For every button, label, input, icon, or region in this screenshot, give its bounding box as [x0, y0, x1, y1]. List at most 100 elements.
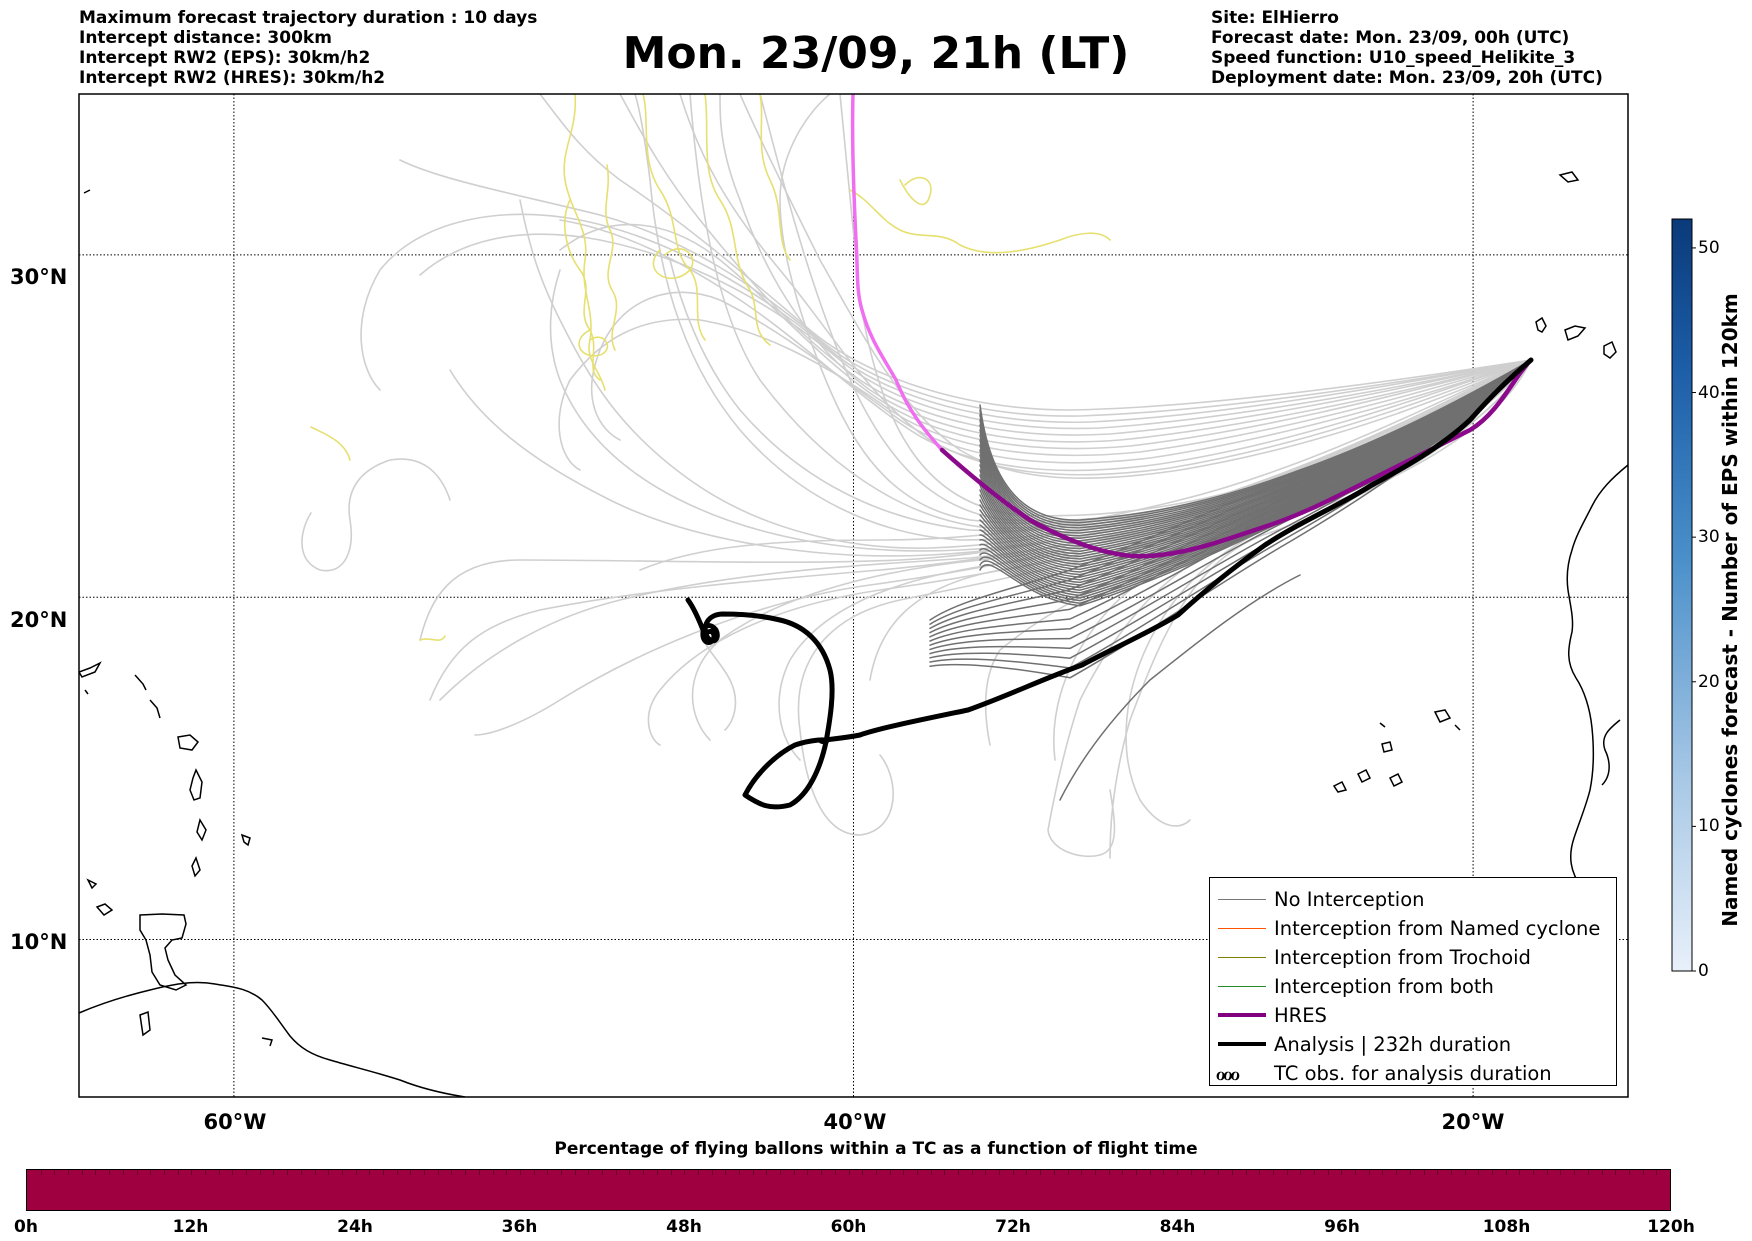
- flight-time-minor-tick: [1149, 1170, 1151, 1175]
- hres-track-early: [850, 94, 944, 452]
- coastline-africa: [1566, 464, 1628, 889]
- flight-time-minor-tick: [1533, 1170, 1535, 1175]
- coastline-antilles-a: [79, 661, 102, 678]
- header-left-line: Maximum forecast trajectory duration : 1…: [79, 8, 538, 28]
- coastline-capeverde-f: [1332, 780, 1348, 793]
- flight-time-minor-tick: [177, 1170, 179, 1175]
- flight-time-minor-tick: [369, 1170, 371, 1175]
- flight-time-minor-tick: [821, 1170, 823, 1175]
- flight-time-minor-tick: [602, 1170, 604, 1175]
- colorbar-tick-label: 30: [1698, 527, 1720, 548]
- eps-track: [979, 359, 1532, 576]
- flight-time-minor-tick: [1437, 1170, 1439, 1175]
- flight-time-minor-tick: [903, 1170, 905, 1175]
- coastline-capeverde-d: [1356, 768, 1372, 784]
- colorbar: [1671, 218, 1693, 972]
- flight-time-minor-tick: [437, 1170, 439, 1175]
- lat-label: 10°N: [10, 930, 67, 954]
- coastline-canary-c: [1603, 340, 1617, 359]
- flight-time-minor-tick: [1423, 1170, 1425, 1175]
- eps-track: [360, 213, 1532, 424]
- flight-time-minor-tick: [465, 1170, 467, 1175]
- coastline-antilles-c: [189, 768, 203, 801]
- coastline-antilles-e: [191, 856, 201, 878]
- flight-time-minor-tick: [1190, 1170, 1192, 1175]
- flight-time-minor-tick: [944, 1170, 946, 1175]
- flight-time-minor-tick: [1519, 1170, 1521, 1175]
- flight-time-minor-tick: [1355, 1170, 1357, 1175]
- flight-time-minor-tick: [916, 1170, 918, 1175]
- flight-time-minor-tick: [314, 1170, 316, 1175]
- coastline-antilles-d: [196, 818, 207, 842]
- flight-time-minor-tick: [1478, 1170, 1480, 1175]
- flight-time-minor-tick: [533, 1170, 535, 1175]
- flight-time-minor-tick: [1587, 1170, 1589, 1175]
- eps-track: [619, 94, 1532, 436]
- eps-track: [929, 359, 1532, 634]
- flight-time-minor-tick: [218, 1170, 220, 1175]
- flight-time-minor-tick: [1505, 1170, 1507, 1175]
- flight-time-minor-tick: [410, 1170, 412, 1175]
- flight-time-minor-tick: [1108, 1170, 1110, 1175]
- legend-label: Interception from Trochoid: [1274, 946, 1531, 969]
- flight-time-minor-tick: [451, 1170, 453, 1175]
- legend-label: Interception from Named cyclone: [1274, 917, 1601, 940]
- lat-label: 30°N: [10, 265, 67, 289]
- flight-time-minor-tick: [1081, 1170, 1083, 1175]
- eps-track: [719, 94, 1532, 443]
- flight-time-label: 96h: [1324, 1217, 1360, 1237]
- eps-track: [979, 359, 1532, 529]
- eps-track: [564, 199, 601, 381]
- colorbar-tick-label: 0: [1698, 961, 1709, 981]
- flight-time-minor-tick: [1231, 1170, 1233, 1175]
- flight-time-minor-tick: [629, 1170, 631, 1175]
- legend-item: Interception from both: [1210, 972, 1616, 1001]
- flight-time-minor-tick: [232, 1170, 234, 1175]
- flight-time-minor-tick: [958, 1170, 960, 1175]
- flight-time-minor-tick: [478, 1170, 480, 1175]
- colorbar-ticks: [1692, 247, 1696, 972]
- legend-swatch: [1218, 899, 1266, 900]
- eps-track: [310, 426, 351, 461]
- eps-track: [578, 329, 609, 357]
- eps-track: [759, 94, 1532, 522]
- coastline-antilles-b: [177, 734, 200, 751]
- flight-time-minor-tick: [1053, 1170, 1055, 1175]
- coastline-canary-b: [1564, 325, 1587, 342]
- flight-time-minor-tick: [1327, 1170, 1329, 1175]
- eps-track: [652, 248, 694, 280]
- flight-time-minor-tick: [560, 1170, 562, 1175]
- flight-time-minor-tick: [793, 1170, 795, 1175]
- legend-item: Interception from Named cyclone: [1210, 914, 1616, 943]
- flight-time-minor-tick: [1122, 1170, 1124, 1175]
- flight-time-minor-tick: [971, 1170, 973, 1175]
- legend-item: HRES: [1210, 1001, 1616, 1030]
- coastline-capeverde-e: [1388, 772, 1404, 788]
- flight-time-minor-tick: [1136, 1170, 1138, 1175]
- flight-time-minor-tick: [985, 1170, 987, 1175]
- flight-time-minor-tick: [930, 1170, 932, 1175]
- flight-time-minor-tick: [204, 1170, 206, 1175]
- colorbar-tick-label: 50: [1698, 237, 1720, 258]
- colorbar-title: Named cyclones forecast - Number of EPS …: [1718, 293, 1742, 927]
- legend-swatch: [1218, 986, 1266, 987]
- header-right-line: Forecast date: Mon. 23/09, 00h (UTC): [1211, 28, 1570, 48]
- eps-track: [929, 359, 1532, 625]
- flight-time-minor-tick: [109, 1170, 111, 1175]
- flight-time-minor-tick: [834, 1170, 836, 1175]
- flight-time-minor-tick: [492, 1170, 494, 1175]
- flight-time-label: 24h: [337, 1217, 373, 1237]
- flight-time-minor-tick: [1067, 1170, 1069, 1175]
- flight-time-minor-tick: [725, 1170, 727, 1175]
- flight-time-minor-tick: [40, 1170, 42, 1175]
- header-right: Site: ElHierro Forecast date: Mon. 23/09…: [1211, 8, 1603, 88]
- eps-track: [929, 359, 1532, 630]
- flight-time-minor-tick: [889, 1170, 891, 1175]
- eps-track: [779, 94, 1532, 524]
- legend-item: No Interception: [1210, 885, 1616, 914]
- flight-time-minor-tick: [1245, 1170, 1247, 1175]
- coastline-antilles-j: [84, 689, 89, 695]
- legend-label: TC obs. for analysis duration: [1274, 1062, 1552, 1085]
- flight-time-minor-tick: [54, 1170, 56, 1175]
- eps-track: [759, 94, 791, 261]
